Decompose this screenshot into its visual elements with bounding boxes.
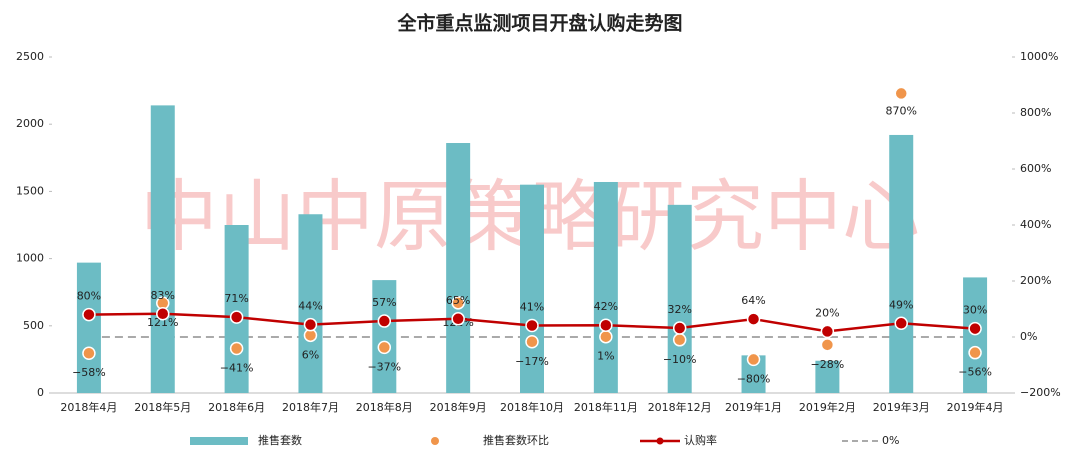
- x-tick-label: 2018年11月: [574, 400, 638, 414]
- data-label: −10%: [663, 353, 697, 366]
- legend-swatch: [431, 437, 439, 445]
- y2-tick-label: 1000%: [1020, 50, 1058, 63]
- line-point: [451, 312, 465, 326]
- legend-label: 0%: [882, 434, 899, 447]
- data-label: 870%: [886, 104, 917, 117]
- legend-label: 推售套数环比: [483, 433, 549, 447]
- data-label: −56%: [958, 366, 992, 379]
- data-label: 57%: [372, 296, 396, 309]
- scatter-point: [672, 333, 687, 347]
- data-label: 42%: [594, 300, 618, 313]
- x-tick-label: 2019年3月: [873, 400, 930, 414]
- bar: [446, 143, 471, 393]
- x-tick-label: 2018年4月: [60, 400, 117, 414]
- bar: [520, 184, 544, 393]
- scatter-point: [820, 338, 835, 352]
- y-tick-label: 0: [37, 386, 44, 399]
- data-label: 41%: [520, 301, 544, 314]
- y2-tick-label: −200%: [1020, 386, 1061, 399]
- data-label: 49%: [889, 298, 913, 311]
- y-tick-label: 2500: [16, 50, 44, 63]
- y2-tick-label: 200%: [1020, 274, 1051, 287]
- bar: [372, 280, 397, 393]
- data-label: 1%: [597, 350, 614, 363]
- scatter-point: [377, 340, 392, 355]
- data-label: 80%: [77, 290, 101, 303]
- data-label: −80%: [737, 372, 771, 385]
- scatter-point: [968, 345, 982, 360]
- line-point: [377, 314, 392, 328]
- x-tick-label: 2019年1月: [725, 400, 782, 414]
- scatter-point: [599, 329, 613, 344]
- x-tick-label: 2018年6月: [208, 400, 265, 414]
- data-label: −28%: [811, 358, 845, 371]
- scatter-point: [746, 352, 761, 367]
- y2-tick-label: 600%: [1020, 162, 1051, 175]
- x-tick-label: 2018年7月: [282, 400, 339, 414]
- scatter-point: [229, 341, 244, 356]
- legend-label: 认购率: [684, 433, 717, 447]
- bar: [76, 262, 101, 393]
- x-tick-label: 2018年12月: [648, 400, 712, 414]
- y-tick-label: 1500: [16, 184, 44, 197]
- line-point: [968, 321, 982, 336]
- data-label: 71%: [224, 292, 248, 305]
- line-point: [303, 317, 318, 332]
- x-tick-label: 2018年10月: [500, 400, 564, 414]
- data-label: −37%: [367, 360, 401, 373]
- x-tick-label: 2019年4月: [947, 400, 1004, 414]
- line-point: [156, 307, 170, 321]
- data-label: 65%: [446, 294, 470, 307]
- x-tick-label: 2018年8月: [356, 400, 413, 414]
- data-label: 30%: [963, 304, 987, 317]
- line-point: [229, 310, 244, 324]
- line-point: [746, 312, 761, 326]
- data-label: −41%: [220, 361, 254, 374]
- bar: [298, 214, 323, 393]
- bar: [667, 204, 692, 393]
- bar: [889, 134, 914, 393]
- bar: [224, 225, 249, 393]
- scatter-point: [525, 335, 539, 349]
- line-point: [894, 316, 908, 331]
- legend-swatch: [190, 437, 248, 445]
- line-point: [82, 307, 96, 322]
- scatter-point: [894, 86, 908, 101]
- line-point: [525, 318, 539, 333]
- data-label: 121%: [147, 316, 178, 329]
- chart-title: 全市重点监测项目开盘认购走势图: [396, 12, 682, 35]
- y2-tick-label: 800%: [1020, 106, 1051, 119]
- x-tick-label: 2019年2月: [799, 400, 856, 414]
- y-tick-label: 1000: [16, 252, 44, 265]
- data-label: −17%: [515, 355, 549, 368]
- legend-swatch: [656, 437, 664, 445]
- data-label: 32%: [667, 303, 691, 316]
- line-point: [820, 324, 835, 339]
- data-label: −58%: [72, 366, 106, 379]
- y2-tick-label: 400%: [1020, 218, 1051, 231]
- data-label: 20%: [815, 306, 839, 319]
- data-label: 83%: [151, 289, 175, 302]
- x-tick-label: 2018年5月: [134, 400, 191, 414]
- data-label: 6%: [302, 348, 319, 361]
- line-point: [672, 321, 687, 335]
- bar: [593, 181, 618, 393]
- y2-tick-label: 0%: [1020, 330, 1037, 343]
- legend-label: 推售套数: [258, 433, 302, 447]
- x-tick-label: 2018年9月: [430, 400, 487, 414]
- y-tick-label: 2000: [16, 117, 44, 130]
- y-tick-label: 500: [23, 319, 44, 332]
- bar: [815, 360, 840, 393]
- line-point: [599, 318, 613, 332]
- scatter-point: [82, 346, 96, 360]
- bar: [150, 105, 175, 393]
- scatter-point: [451, 296, 465, 310]
- data-label: 64%: [741, 294, 765, 307]
- data-label: 44%: [298, 300, 322, 313]
